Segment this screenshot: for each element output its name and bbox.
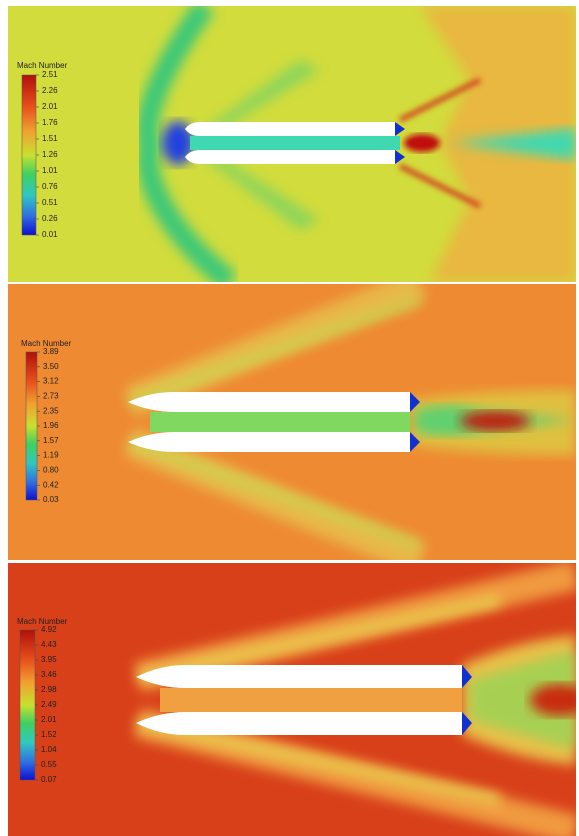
tick-label: 0.51 — [42, 198, 58, 207]
tick-label: 0.55 — [41, 760, 57, 769]
tick-label: 2.26 — [42, 86, 58, 95]
tick-label: 4.43 — [41, 640, 57, 649]
tick-label: 2.51 — [42, 70, 58, 79]
tick-label: 1.26 — [42, 150, 58, 159]
tick-label: 1.04 — [41, 745, 57, 754]
tick-label: 2.01 — [42, 102, 58, 111]
legend-title: Mach Number — [17, 617, 68, 626]
tick-label: 4.92 — [41, 625, 57, 634]
tick-label: 2.49 — [41, 700, 57, 709]
tick-label: 1.57 — [43, 436, 59, 445]
legend-title: Mach Number — [17, 61, 68, 70]
tick-label: 0.42 — [43, 480, 59, 489]
tick-label: 0.26 — [42, 214, 58, 223]
tick-label: 1.19 — [43, 451, 59, 460]
tick-label: 2.35 — [43, 406, 59, 415]
color-bar — [25, 351, 38, 501]
legends: Mach Number2.512.262.011.761.511.261.010… — [17, 61, 72, 784]
tick-label: 0.76 — [42, 182, 58, 191]
color-bar — [21, 74, 37, 236]
contour-panel — [8, 6, 576, 282]
tick-label: 3.12 — [43, 377, 59, 386]
tick-label: 0.03 — [43, 495, 59, 504]
tick-label: 0.01 — [42, 230, 58, 239]
contour-panel — [8, 563, 576, 836]
tick-label: 0.07 — [41, 775, 57, 784]
tick-label: 1.52 — [41, 730, 57, 739]
tick-label: 2.73 — [43, 392, 59, 401]
tick-label: 1.01 — [42, 166, 58, 175]
tick-label: 0.80 — [43, 466, 59, 475]
tick-label: 3.50 — [43, 362, 59, 371]
color-bar — [19, 629, 36, 781]
tick-label: 3.95 — [41, 655, 57, 664]
contour-panel — [8, 284, 576, 560]
legend-title: Mach Number — [21, 339, 72, 348]
tick-label: 3.46 — [41, 670, 57, 679]
tick-label: 1.51 — [42, 134, 58, 143]
tick-label: 2.98 — [41, 685, 57, 694]
tick-label: 1.96 — [43, 421, 59, 430]
tick-label: 2.01 — [41, 715, 57, 724]
tick-label: 1.76 — [42, 118, 58, 127]
tick-label: 3.89 — [43, 347, 59, 356]
